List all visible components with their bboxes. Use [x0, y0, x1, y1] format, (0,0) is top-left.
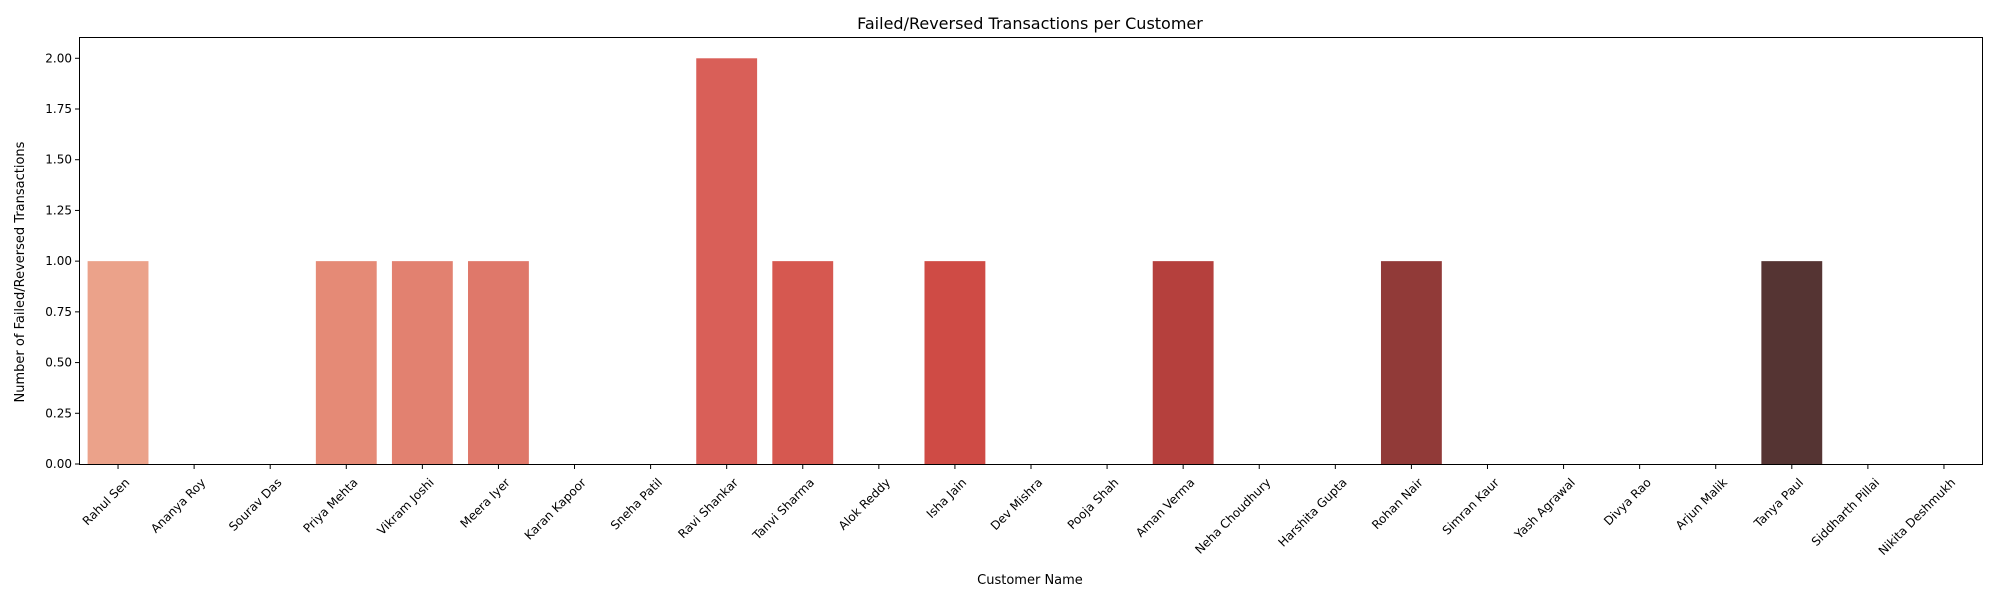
bar-meera-iyer — [468, 261, 529, 464]
x-tick-label: Harshita Gupta — [1275, 475, 1349, 549]
x-tick-label: Tanvi Sharma — [749, 475, 817, 543]
chart-title: Failed/Reversed Transactions per Custome… — [857, 14, 1203, 33]
x-tick-label: Dev Mishra — [988, 475, 1046, 533]
bar-rohan-nair — [1380, 261, 1442, 464]
x-tick-label: Pooja Shah — [1065, 475, 1122, 532]
y-tick-label: 1.25 — [45, 203, 72, 217]
bar-isha-jain — [924, 261, 986, 464]
x-tick-label: Siddharth Pillai — [1809, 475, 1882, 548]
y-tick-label: 0.25 — [45, 406, 72, 420]
x-tick-label: Vikram Joshi — [374, 475, 436, 537]
bars-layer — [87, 58, 1823, 464]
x-tick-label: Nikita Deshmukh — [1876, 475, 1959, 558]
y-axis-label: Number of Failed/Reversed Transactions — [13, 141, 28, 402]
x-tick-label: Arjun Malik — [1673, 475, 1730, 532]
x-tick-label: Divya Rao — [1601, 475, 1654, 528]
x-tick-label: Tanya Paul — [1751, 475, 1807, 531]
y-tick-label: 0.50 — [45, 356, 72, 370]
x-tick-label: Aman Verma — [1133, 475, 1197, 539]
x-axis-ticks: Rahul Sen Ananya Roy Sourav Das Priya Mehta… — [80, 464, 1959, 558]
bar-priya-mehta — [315, 261, 377, 464]
bar-aman-verma — [1152, 261, 1214, 464]
x-tick-label: Sneha Patil — [608, 475, 665, 532]
bar-tanvi-sharma — [772, 261, 834, 464]
x-tick-label: Priya Mehta — [301, 475, 361, 535]
x-tick-label: Meera Iyer — [457, 475, 512, 530]
bar-rahul-sen — [87, 261, 149, 464]
y-axis-ticks: 0.00 0.25 0.50 0.75 1.00 1.25 1.50 1.75 2.00 — [45, 51, 80, 471]
x-tick-label: Neha Choudhury — [1192, 475, 1273, 556]
x-tick-label: Sourav Das — [226, 475, 284, 533]
bar-tanya-paul — [1761, 261, 1823, 464]
x-tick-label: Ravi Shankar — [675, 475, 741, 541]
x-tick-label: Yash Agrawal — [1511, 475, 1578, 542]
y-tick-label: 1.50 — [45, 153, 72, 167]
x-tick-label: Simran Kaur — [1440, 475, 1502, 537]
x-tick-label: Ananya Roy — [148, 475, 208, 535]
x-tick-label: Rohan Nair — [1369, 475, 1426, 532]
y-tick-label: 1.75 — [45, 102, 72, 116]
x-tick-label: Isha Jain — [924, 475, 970, 521]
bar-ravi-shankar — [696, 58, 758, 464]
y-tick-label: 0.75 — [45, 305, 72, 319]
y-tick-label: 1.00 — [45, 254, 72, 268]
bar-vikram-joshi — [391, 261, 453, 464]
x-tick-label: Alok Reddy — [836, 475, 893, 532]
y-tick-label: 2.00 — [45, 51, 72, 65]
plot-frame — [79, 37, 1983, 465]
x-axis-label: Customer Name — [977, 573, 1083, 588]
x-tick-label: Karan Kapoor — [522, 475, 589, 542]
y-tick-label: 0.00 — [45, 457, 72, 471]
x-tick-label: Rahul Sen — [80, 475, 133, 528]
